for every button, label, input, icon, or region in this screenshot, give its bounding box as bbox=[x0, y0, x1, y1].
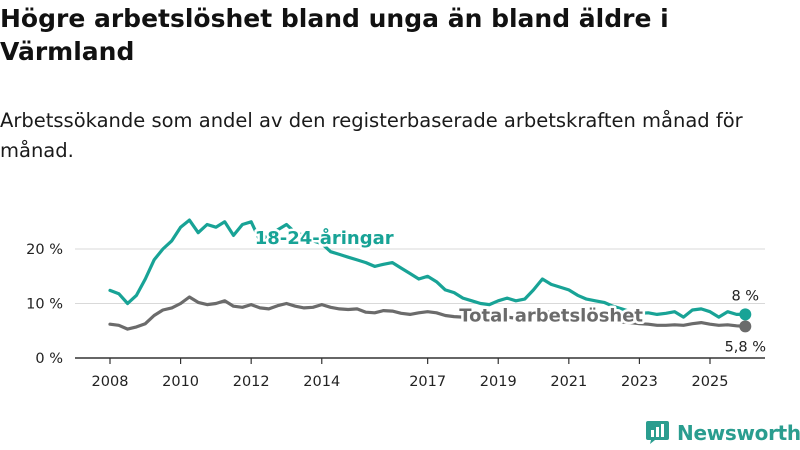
y-tick-label: 20 % bbox=[26, 242, 63, 258]
page-title: Högre arbetslöshet bland unga än bland ä… bbox=[0, 4, 669, 66]
x-tick-label: 2008 bbox=[92, 374, 129, 390]
series-line-total bbox=[108, 295, 747, 331]
series-line-youth bbox=[108, 218, 747, 319]
x-tick-label: 2025 bbox=[692, 374, 729, 390]
series-label-youth: 18-24-åringar bbox=[255, 227, 394, 249]
x-tick-label: 2012 bbox=[233, 374, 270, 390]
series-end-point bbox=[739, 320, 752, 333]
series-label-total: Total arbetslöshet bbox=[459, 305, 643, 326]
x-tick-label: 2019 bbox=[480, 374, 517, 390]
series-end-value-label: 8 % bbox=[731, 288, 759, 304]
page-subtitle: Arbetssökande som andel av den registerb… bbox=[0, 109, 743, 162]
brand-name: Newsworthy bbox=[677, 420, 800, 445]
series-end-value-label: 5,8 % bbox=[725, 339, 766, 355]
x-tick-label: 2017 bbox=[409, 374, 446, 390]
y-tick-label: 0 % bbox=[35, 351, 63, 367]
series-end-point bbox=[739, 308, 752, 321]
brand-logo[interactable]: Newsworthy bbox=[645, 420, 800, 445]
x-tick-label: 2010 bbox=[162, 374, 199, 390]
y-tick-label: 10 % bbox=[26, 297, 63, 313]
x-tick-label: 2021 bbox=[550, 374, 587, 390]
x-tick-label: 2023 bbox=[621, 374, 658, 390]
x-tick-label: 2014 bbox=[303, 374, 340, 390]
newsworthy-logo-icon bbox=[646, 421, 669, 444]
